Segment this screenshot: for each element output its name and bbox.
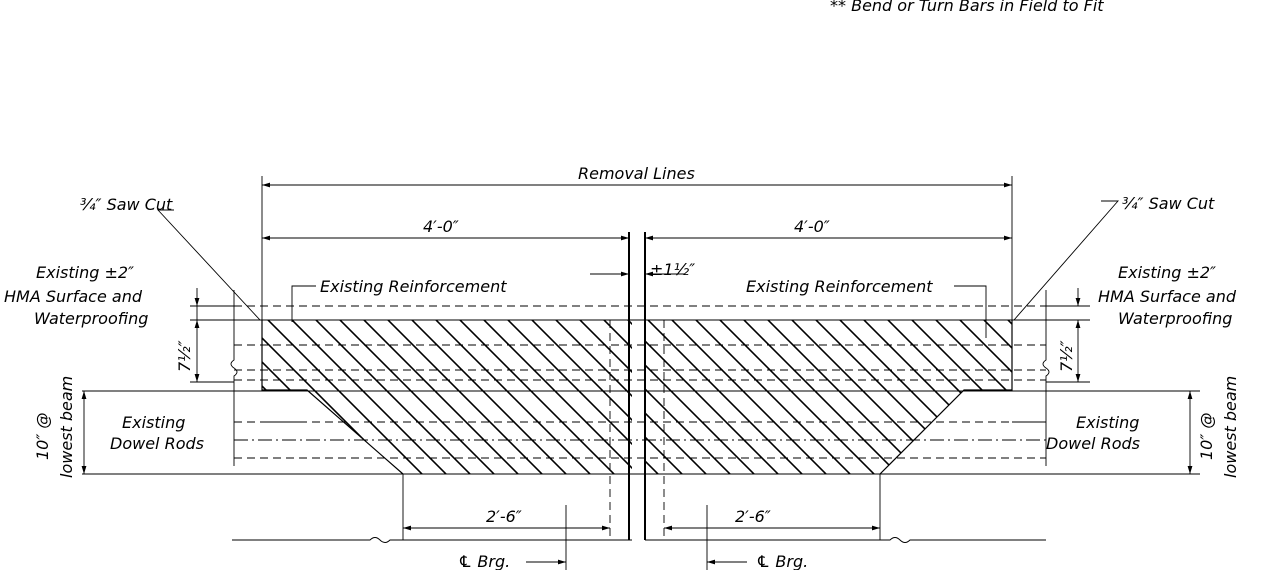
hma-left-label-3: Waterproofing [34, 309, 148, 328]
dowel-left-label-2: Dowel Rods [110, 434, 204, 453]
hatch-line [487, 320, 632, 474]
hatch-line [645, 320, 699, 474]
left-beam-label-1: 10″ @ [33, 413, 52, 460]
reinforcement-left-label: Existing Reinforcement [320, 277, 507, 296]
hatch-line [651, 320, 843, 474]
hatch-line [607, 320, 632, 474]
right-bearing-label-text: ℄ Brg. [756, 552, 808, 570]
hatch-line [367, 320, 559, 474]
hatch-line [583, 320, 632, 474]
right-bottom-dim: 2′-6″ [735, 507, 771, 526]
hma-right-label-2: HMA Surface and [1098, 287, 1237, 306]
hatch-line [867, 320, 1012, 474]
reinforcement-right-label: Existing Reinforcement [746, 277, 933, 296]
hatch-line [295, 320, 487, 474]
hatch-line [1011, 320, 1012, 474]
left-beam-label-2: lowest beam [57, 376, 76, 478]
hatch-line [675, 320, 867, 474]
hatch-line [645, 320, 723, 474]
joint-and-bearing-lines [261, 176, 1013, 570]
hatch-line [262, 320, 415, 474]
left-bottom-dim: 2′-6″ [486, 507, 522, 526]
leaders [156, 200, 1119, 423]
hatch-line [262, 320, 439, 474]
hatch-line [262, 320, 271, 474]
hatch-line [262, 320, 319, 474]
hma-right-label-1: Existing ±2″ [1118, 263, 1216, 282]
hatch-line [343, 320, 535, 474]
hatch-line [559, 320, 632, 474]
hatch-line [415, 320, 607, 474]
hatch-line [262, 320, 367, 474]
hma-left-label-1: Existing ±2″ [36, 263, 134, 282]
hatch-line [795, 320, 987, 474]
hma-right-label-3: Waterproofing [1118, 309, 1232, 328]
left-bearing-label: ℄ Brg. [458, 552, 510, 570]
hatch-line [262, 320, 391, 474]
right-depth-dim: 7½″ [1057, 340, 1076, 372]
dowel-left-label-1: Existing [122, 413, 185, 432]
hatch-line [535, 320, 632, 474]
hatch-line [631, 320, 632, 474]
dowel-right-label-1: Existing [1076, 413, 1139, 432]
hatch-line [771, 320, 963, 474]
hatch-line [819, 320, 1011, 474]
hatch-line [645, 320, 747, 474]
hatch-line [439, 320, 631, 474]
hatch-line [843, 320, 1012, 474]
hatch-line [963, 320, 1012, 474]
dimension-lines: Removal Lines 4′-0″ 4′-0″ ±1½″ 2′-6″ 2′-… [81, 164, 1193, 570]
hatch-line [391, 320, 583, 474]
saw-cut-left-label: ¾″ Saw Cut [80, 195, 173, 214]
right-hatch-removal-area [645, 320, 1012, 474]
joint-width-dim: ±1½″ [650, 260, 695, 279]
hatch-line [939, 320, 1012, 474]
hatch-line [723, 320, 915, 474]
hatch-line [262, 320, 295, 474]
removal-lines-label: Removal Lines [578, 164, 695, 183]
right-beam-label-2: lowest beam [1221, 376, 1240, 478]
hatch-line [271, 320, 463, 474]
end-break-lines [230, 290, 1050, 543]
hatch-line [891, 320, 1012, 474]
right-beam-label-1: 10″ @ [1197, 413, 1216, 460]
hatch-line [319, 320, 511, 474]
hatch-line [645, 320, 819, 474]
field-note: ** Bend or Turn Bars in Field to Fit [830, 0, 1104, 15]
left-depth-dim: 7½″ [175, 340, 194, 372]
hma-left-label-2: HMA Surface and [4, 287, 143, 306]
hatch-line [645, 320, 771, 474]
hatch-line [645, 320, 651, 474]
hatch-line [699, 320, 891, 474]
right-width-dim: 4′-0″ [794, 217, 830, 236]
hatch-line [915, 320, 1012, 474]
hatch-line [987, 320, 1012, 474]
deck-lines [82, 305, 1200, 475]
hatch-line [463, 320, 632, 474]
dowel-right-label-2: Dowel Rods [1046, 434, 1140, 453]
hatch-line [645, 320, 795, 474]
saw-cut-right-label: ¾″ Saw Cut [1122, 194, 1215, 213]
hatch-line [511, 320, 632, 474]
hatch-line [747, 320, 939, 474]
left-width-dim: 4′-0″ [423, 217, 459, 236]
left-hatch-removal-area [262, 320, 632, 474]
